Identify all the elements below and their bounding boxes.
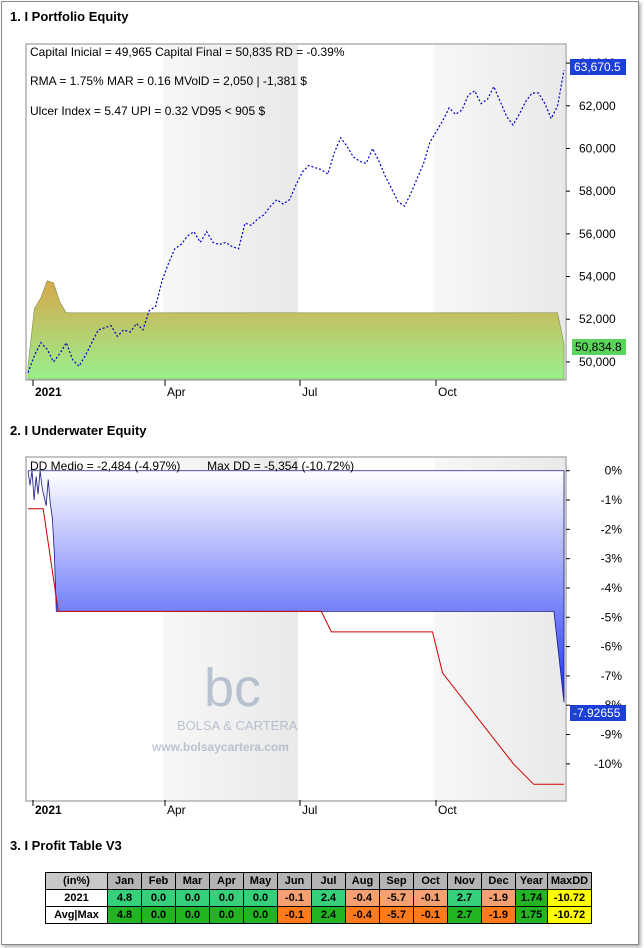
underwater-y-tick-label: -4%: [601, 581, 623, 595]
profit-table-cell: -0.1: [277, 906, 312, 924]
underwater-x-tick-label: Oct: [438, 803, 457, 817]
underwater-x-tick-label: Jul: [302, 803, 317, 817]
equity-stats-line-3: Ulcer Index = 5.47 UPI = 0.32 VD95 < 905…: [30, 104, 265, 118]
profit-table-col-header: May: [243, 872, 278, 890]
profit-table-corner-header: (in%): [45, 872, 108, 890]
equity-x-tick-label: Apr: [167, 385, 186, 399]
equity-last-value-badge-green: 50,834.8: [572, 339, 626, 355]
profit-table-row-label: Avg|Max: [45, 906, 108, 924]
watermark-name: BOLSA & CARTERA: [177, 718, 298, 733]
profit-table-cell: -0.1: [277, 889, 312, 907]
profit-table-col-header: Sep: [379, 872, 414, 890]
equity-chart: 50,000 52,000 54,000 56,000 58,000 60,000 62,0…: [25, 43, 626, 399]
watermark-logo: bc: [204, 658, 261, 718]
equity-dotted-series: [27, 69, 565, 373]
profit-table-cell: -5.7: [379, 889, 414, 907]
svg-text:-7.92655: -7.92655: [573, 706, 621, 720]
underwater-x-tick-label: 2021: [35, 803, 62, 817]
profit-table-col-header: Oct: [413, 872, 448, 890]
equity-y-tick-label: 52,000: [579, 312, 616, 326]
watermark-url: www.bolsaycartera.com: [151, 740, 289, 754]
underwater-stats: DD Medio = -2,484 (-4.97%) Max DD = -5,3…: [30, 459, 354, 473]
profit-table-cell: 1.74: [515, 889, 548, 907]
profit-table-cell: 0.0: [141, 906, 176, 924]
profit-table-cell: -10.72: [547, 906, 592, 924]
underwater-chart: 0%-1%-2%-3%-4%-5%-6%-7%-8%-9%-10% 2021Ap…: [25, 456, 626, 817]
profit-table-cell: 0.0: [175, 906, 210, 924]
profit-table-cell: 0.0: [209, 889, 244, 907]
equity-y-tick-label: 56,000: [579, 227, 616, 241]
profit-table-cell: 0.0: [175, 889, 210, 907]
profit-table-cell: 0.0: [209, 906, 244, 924]
profit-table-cell: 0.0: [243, 889, 278, 907]
profit-table-col-header: Jun: [277, 872, 312, 890]
svg-text:63,670.5: 63,670.5: [574, 60, 621, 74]
profit-table-cell: -0.4: [345, 906, 380, 924]
profit-table-col-header: Aug: [345, 872, 380, 890]
profit-table-col-header: Year: [515, 872, 548, 890]
equity-last-value-badge-blue: 63,670.5: [570, 59, 626, 75]
underwater-section-title: 2. I Underwater Equity: [10, 423, 147, 438]
profit-table-row: Avg|Max 4.8 0.0 0.0 0.0 0.0 -0.1 2.4 -0.4 -5.7 -0.…: [45, 906, 592, 924]
equity-y-tick-label: 62,000: [579, 99, 616, 113]
profit-table-col-header: Apr: [209, 872, 244, 890]
profit-table-col-header: Feb: [141, 872, 176, 890]
underwater-y-tick-label: -10%: [594, 757, 622, 771]
profit-table-cell: 1.75: [515, 906, 548, 924]
equity-section-title: 1. I Portfolio Equity: [10, 9, 129, 24]
equity-y-tick-label: 54,000: [579, 270, 616, 284]
profit-table-cell: 4.8: [107, 889, 142, 907]
profit-table-title: 3. I Profit Table V3: [10, 838, 122, 853]
profit-table-col-header: Jul: [311, 872, 346, 890]
profit-table-cell: -0.1: [413, 889, 448, 907]
profit-table-cell: -0.1: [413, 906, 448, 924]
underwater-maxdd-line: [28, 508, 564, 785]
profit-table-header: (in%) Jan Feb Mar Apr May Jun Jul Aug Sep Oct Nov De…: [45, 872, 592, 890]
profit-table-row-label: 2021: [45, 889, 108, 907]
underwater-last-value-badge: -7.92655: [570, 705, 626, 721]
equity-stats-line-2: RMA = 1.75% MAR = 0.16 MVolD = 2,050 | -…: [30, 74, 307, 88]
equity-x-tick-label: Oct: [438, 385, 457, 399]
underwater-y-tick-label: 0%: [605, 464, 623, 478]
profit-table-cell: -10.72: [547, 889, 592, 907]
profit-table-cell: 2.7: [447, 889, 482, 907]
profit-table-col-header: Dec: [481, 872, 516, 890]
watermark: bc BOLSA & CARTERA www.bolsaycartera.com: [151, 658, 298, 754]
underwater-y-tick-label: -1%: [601, 493, 623, 507]
equity-area-series: [27, 280, 565, 380]
underwater-y-tick-label: -6%: [601, 640, 623, 654]
profit-table-cell: 4.8: [107, 906, 142, 924]
profit-table-col-header: Jan: [107, 872, 142, 890]
profit-table-row: 2021 4.8 0.0 0.0 0.0 0.0 -0.1 2.4 -0.4 -5.7 -0.1 2.…: [45, 889, 592, 907]
svg-text:50,834.8: 50,834.8: [575, 340, 622, 354]
profit-table-cell: -1.9: [481, 906, 516, 924]
equity-stats-line-1: Capital Inicial = 49,965 Capital Final =…: [30, 45, 345, 59]
underwater-y-tick-label: -9%: [601, 728, 623, 742]
profit-table-col-header: Mar: [175, 872, 210, 890]
profit-table-cell: -5.7: [379, 906, 414, 924]
equity-y-tick-label: 58,000: [579, 184, 616, 198]
equity-x-tick-label: Jul: [302, 385, 317, 399]
equity-y-tick-label: 60,000: [579, 141, 616, 155]
profit-table-cell: 2.7: [447, 906, 482, 924]
underwater-y-tick-label: -5%: [601, 610, 623, 624]
profit-table-cell: -0.4: [345, 889, 380, 907]
equity-y-tick-label: 50,000: [579, 355, 616, 369]
underwater-y-tick-label: -7%: [601, 669, 623, 683]
profit-table-cell: 2.4: [311, 906, 346, 924]
profit-table: (in%) Jan Feb Mar Apr May Jun Jul Aug Sep Oct Nov De…: [45, 872, 592, 924]
profit-table-cell: 0.0: [141, 889, 176, 907]
underwater-y-tick-label: -3%: [601, 552, 623, 566]
profit-table-col-header: Nov: [447, 872, 482, 890]
profit-table-cell: 2.4: [311, 889, 346, 907]
profit-table-col-header: MaxDD: [547, 872, 592, 890]
underwater-y-tick-label: -2%: [601, 522, 623, 536]
profit-table-cell: -1.9: [481, 889, 516, 907]
equity-x-tick-label: 2021: [35, 385, 62, 399]
underwater-x-tick-label: Apr: [167, 803, 186, 817]
profit-table-cell: 0.0: [243, 906, 278, 924]
